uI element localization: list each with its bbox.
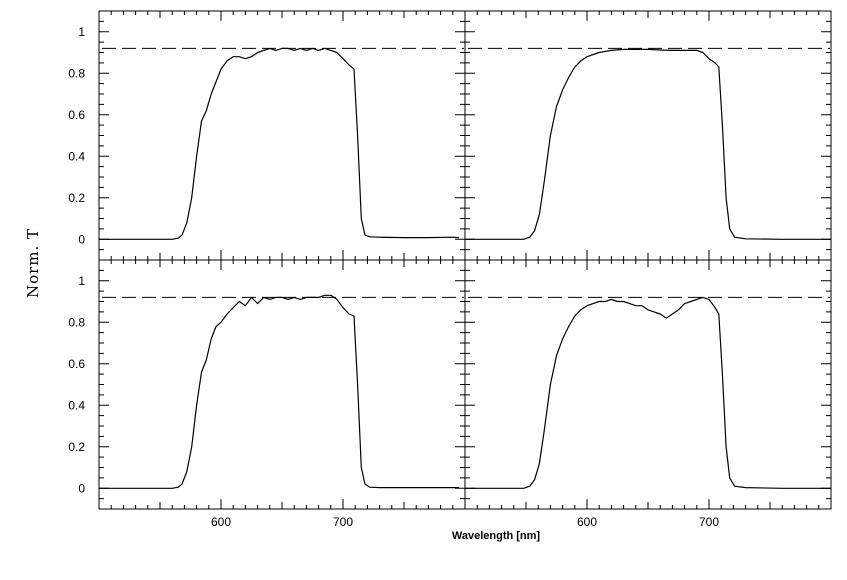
x-tick-label: 700 (699, 515, 719, 529)
x-tick-label: 600 (211, 515, 231, 529)
x-tick-label: 700 (333, 515, 353, 529)
series-line-top-right (465, 48, 831, 240)
y-tick-label: 0.8 (68, 315, 85, 329)
axis-ticks (99, 11, 831, 509)
transmission-curves (99, 47, 831, 489)
y-tick-label: 0 (78, 481, 85, 495)
y-tick-label: 0.6 (68, 357, 85, 371)
y-tick-label: 0.4 (68, 149, 85, 163)
y-tick-label: 0.6 (68, 108, 85, 122)
x-tick-label: 600 (577, 515, 597, 529)
series-line-bottom-left (99, 294, 459, 489)
y-axis-title: Norm. T (24, 228, 42, 298)
y-tick-labels: 0 0.2 0.4 0.6 0.8 1 0 0.2 0.4 0.6 0.8 1 (68, 25, 85, 496)
y-tick-label: 0.2 (68, 191, 85, 205)
x-tick-labels: 600 700 600 700 (211, 515, 719, 529)
y-tick-label: 0.2 (68, 440, 85, 454)
series-line-top-left (99, 47, 459, 240)
y-tick-label: 1 (78, 274, 85, 288)
y-tick-label: 0.4 (68, 398, 85, 412)
y-tick-label: 1 (78, 25, 85, 39)
y-tick-label: 0 (78, 232, 85, 246)
x-axis-title: Wavelength [nm] (452, 530, 541, 542)
series-line-bottom-right (465, 296, 831, 489)
y-tick-label: 0.8 (68, 66, 85, 80)
